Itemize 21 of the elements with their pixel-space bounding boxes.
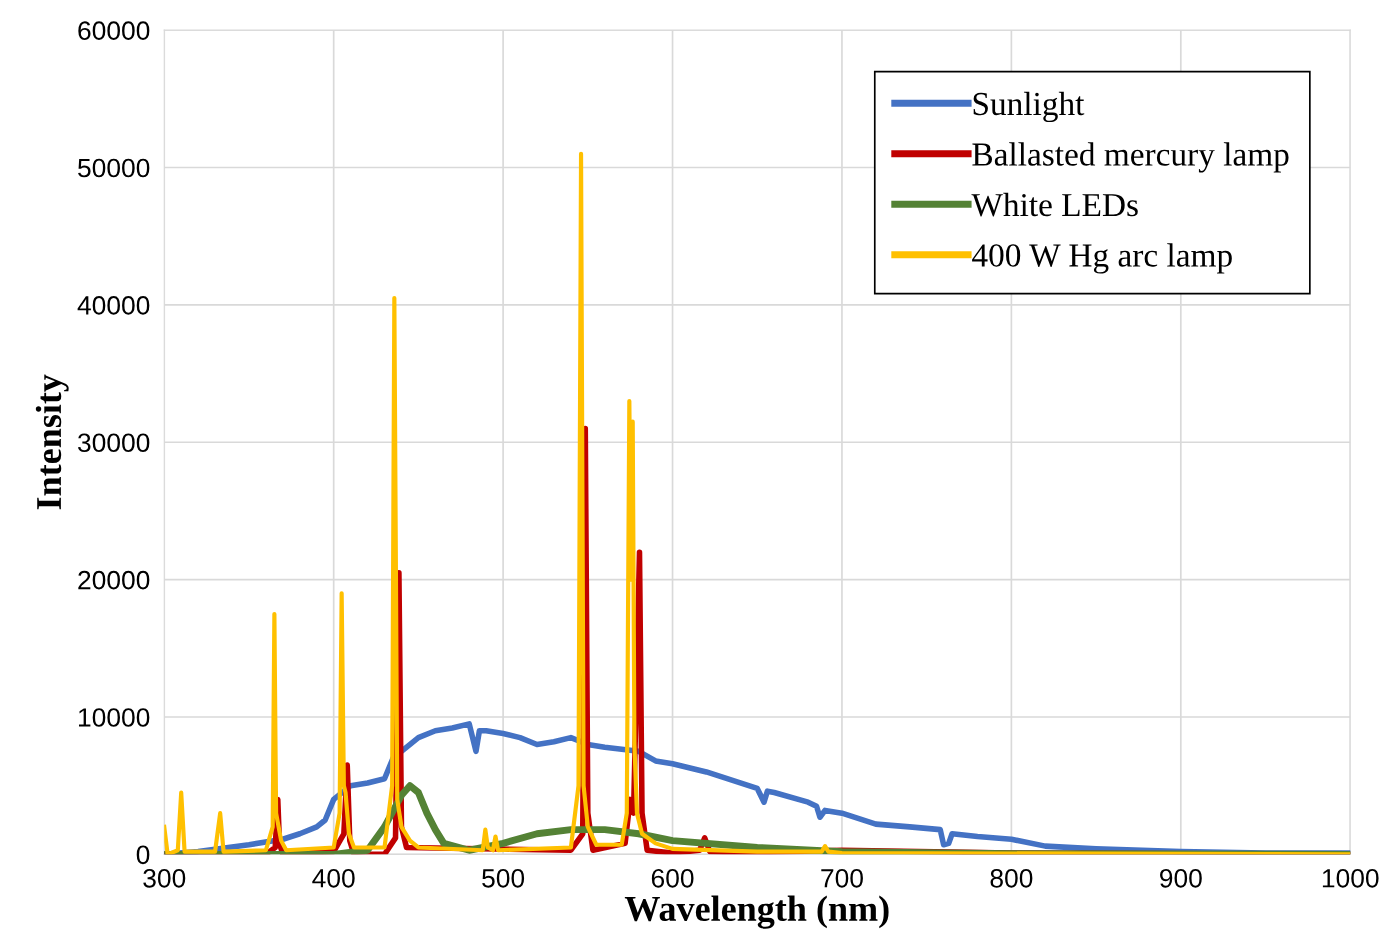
legend-label: 400 W Hg arc lamp [972, 243, 1232, 274]
y-tick-label: 40000 [77, 296, 150, 315]
legend-label: White LEDs [971, 192, 1138, 217]
y-tick-label: 10000 [79, 708, 150, 727]
y-axis-title: Intensity [35, 374, 69, 510]
y-tick-label: 20000 [78, 570, 150, 590]
y-tick-label: 0 [136, 845, 150, 865]
x-tick-label: 600 [651, 868, 694, 888]
x-tick-label: 800 [990, 868, 1033, 888]
x-tick-label: 1000 [1322, 868, 1379, 888]
x-tick-label: 900 [1160, 868, 1202, 888]
y-tick-label: 30000 [78, 433, 150, 453]
x-tick-label: 400 [312, 868, 355, 888]
y-tick-label: 60000 [78, 21, 150, 40]
legend-label: Sunlight [973, 91, 1085, 123]
legend-label: Ballasted mercury lamp [972, 142, 1289, 173]
x-tick-label: 500 [482, 868, 525, 888]
y-tick-label: 50000 [78, 158, 150, 178]
x-tick-label: 300 [143, 868, 186, 888]
x-tick-label: 700 [821, 868, 863, 888]
x-axis-title: Wavelength (nm) [624, 895, 889, 929]
